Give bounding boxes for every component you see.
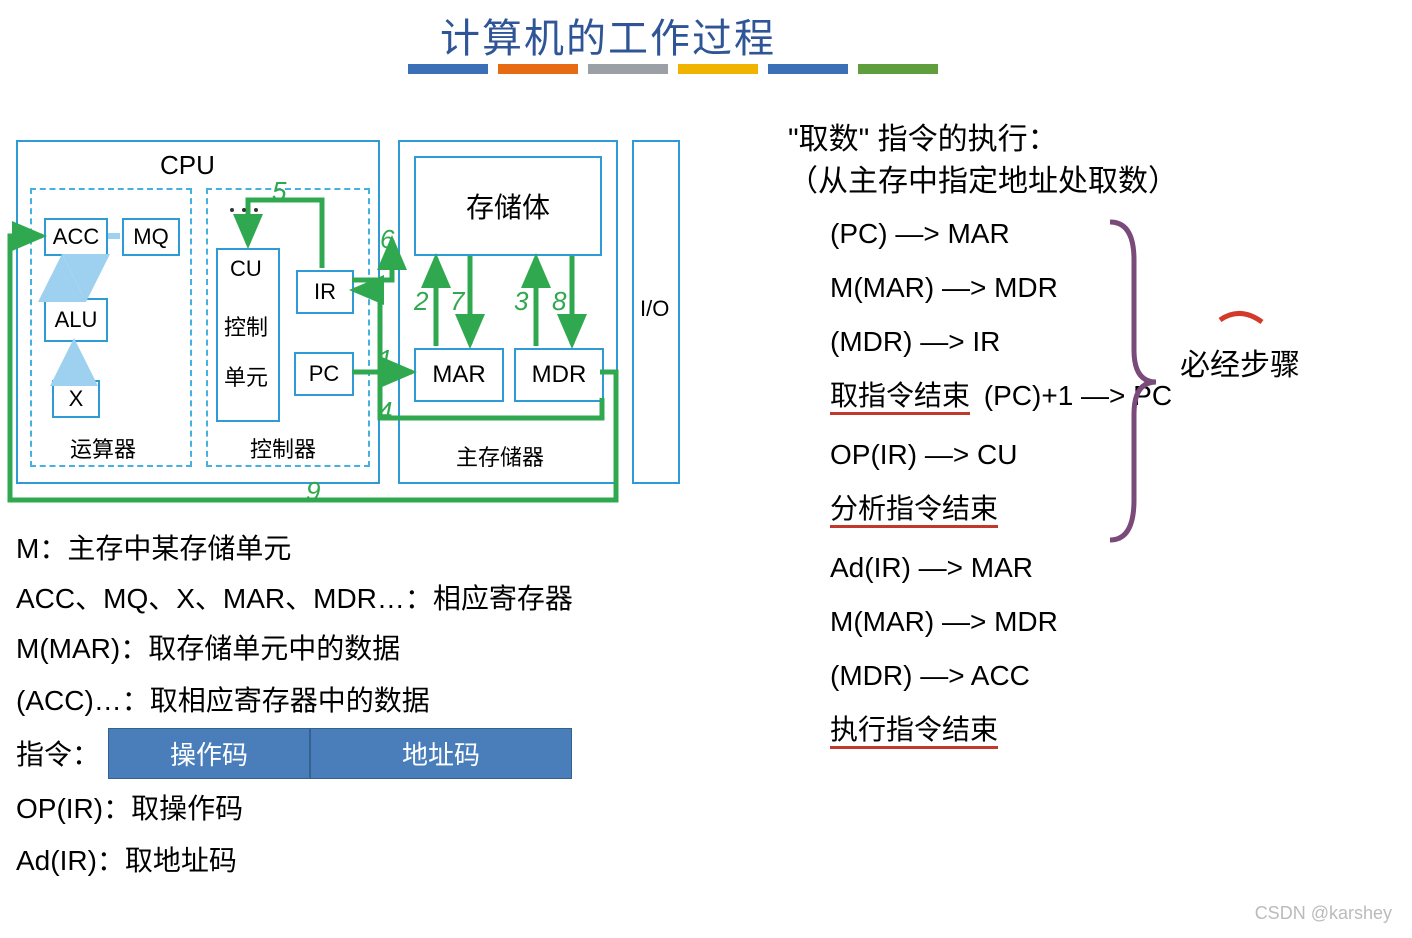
num-8: 8 (552, 286, 566, 317)
right-title-2: （从主存中指定地址处取数） (788, 156, 1178, 200)
num-5: 5 (272, 176, 286, 207)
num-6: 6 (380, 224, 394, 255)
step: (PC) —> MAR (830, 220, 1172, 248)
step: 取指令结束 (PC)+1 —> PC (830, 382, 1172, 415)
step: 执行指令结束 (830, 716, 1172, 749)
stripe (768, 64, 848, 74)
pill-op: 操作码 (108, 728, 310, 779)
legend-3: (ACC)…：取相应寄存器中的数据 (16, 680, 430, 722)
step: (MDR) —> IR (830, 328, 1172, 356)
stripe (858, 64, 938, 74)
num-7: 7 (450, 286, 464, 317)
legend2-0: OP(IR)：取操作码 (16, 788, 243, 830)
num-2: 2 (414, 286, 428, 317)
num-9: 9 (306, 476, 320, 507)
diagram-arrows (0, 0, 700, 540)
brace-label: 必经步骤 (1180, 340, 1300, 384)
step: M(MAR) —> MDR (830, 608, 1172, 636)
num-3: 3 (514, 286, 528, 317)
step: M(MAR) —> MDR (830, 274, 1172, 302)
step: 分析指令结束 (830, 495, 1172, 528)
steps-list: (PC) —> MAR M(MAR) —> MDR (MDR) —> IR 取指… (830, 220, 1172, 749)
legend2-1: Ad(IR)：取地址码 (16, 840, 237, 882)
num-1: 1 (378, 344, 392, 375)
step: (MDR) —> ACC (830, 662, 1172, 690)
step: Ad(IR) —> MAR (830, 554, 1172, 582)
right-title-1: "取数" 指令的执行： (788, 114, 1058, 158)
instr-label: 指令： (16, 734, 100, 776)
legend-2: M(MAR)：取存储单元中的数据 (16, 628, 400, 670)
step: OP(IR) —> CU (830, 441, 1172, 469)
num-4: 4 (378, 396, 392, 427)
legend-1: ACC、MQ、X、MAR、MDR…：相应寄存器 (16, 578, 573, 620)
watermark: CSDN @karshey (1255, 903, 1392, 924)
legend-0: M：主存中某存储单元 (16, 528, 291, 570)
pill-ad: 地址码 (310, 728, 572, 779)
